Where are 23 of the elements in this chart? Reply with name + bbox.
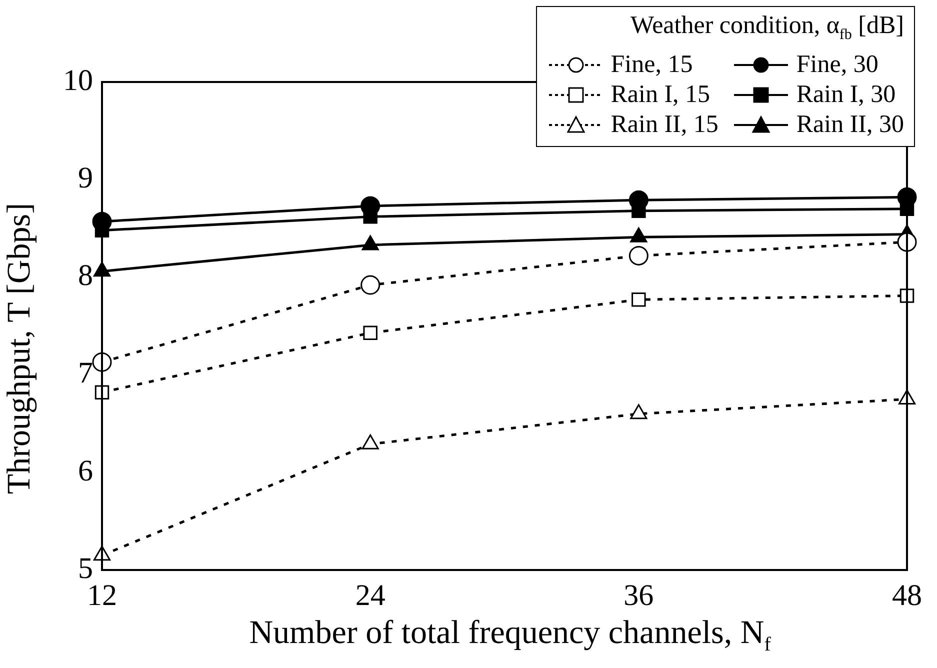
legend-label: Fine, 15 <box>610 50 693 80</box>
legend-label: Rain II, 15 <box>610 110 718 140</box>
x-tick-label: 48 <box>892 578 922 612</box>
point <box>628 246 648 266</box>
y-tick-label: 10 <box>63 64 93 97</box>
y-tick-label: 9 <box>78 161 93 194</box>
x-axis-title: Number of total frequency channels, N$_{f}$ <box>248 615 772 657</box>
legend-label: Fine, 30 <box>796 50 878 80</box>
legend-label: Rain I, 30 <box>796 80 896 110</box>
point <box>362 434 379 450</box>
y-tick-label: 6 <box>78 454 93 488</box>
legend-label: Rain I, 15 <box>610 80 710 110</box>
point <box>632 292 646 307</box>
y-axis-title: Throughput, T [Gbps] <box>2 202 38 496</box>
x-tick-label: 36 <box>624 578 654 612</box>
legend-title: Weather condition, α$_{fb}$ [dB] <box>629 11 904 45</box>
point <box>360 275 380 295</box>
y-tick-label: 7 <box>78 356 93 390</box>
legend-label: Rain II, 30 <box>796 110 904 140</box>
y-tick-label: 8 <box>78 259 93 292</box>
point <box>630 404 648 420</box>
point <box>363 326 378 340</box>
x-tick-label: 24 <box>355 578 386 612</box>
